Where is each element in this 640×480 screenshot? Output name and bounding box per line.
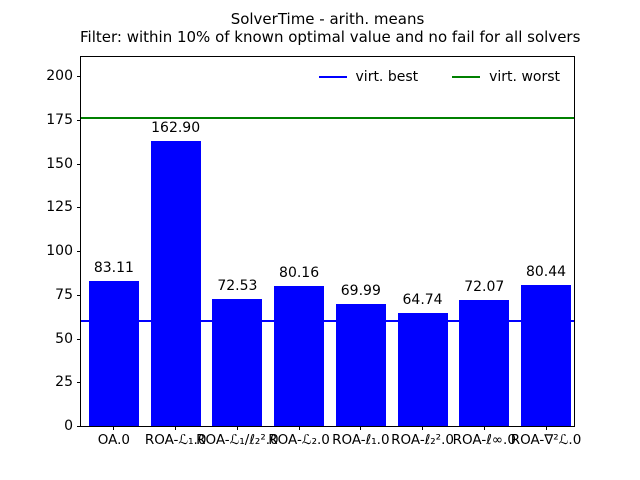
chart-subtitle: Filter: within 10% of known optimal valu…	[80, 27, 581, 46]
y-tick-mark	[77, 119, 81, 121]
legend-entry-virt-best: virt. best	[318, 69, 419, 85]
x-tick-label: OA.0	[97, 432, 131, 448]
y-tick-mark	[77, 426, 81, 427]
legend-entry-virt-worst: virt. worst	[452, 69, 560, 85]
y-tick-label: 175	[46, 111, 73, 128]
x-tick-mark	[175, 426, 177, 430]
bar-value-label: 69.99	[340, 282, 381, 299]
y-tick-label: 50	[55, 330, 73, 347]
chart-title-block: SolverTime - arith. means Filter: within…	[80, 10, 581, 46]
x-tick-mark	[545, 426, 547, 430]
x-tick-mark	[236, 426, 238, 430]
y-tick-label: 200	[46, 68, 73, 85]
legend: virt. best virt. worst	[314, 67, 564, 87]
legend-line-sample-virt-best	[318, 76, 347, 78]
x-tick-label: ROA-ℓ∞.0	[452, 432, 516, 448]
bar	[397, 312, 448, 426]
bar-value-label: 80.16	[279, 264, 320, 281]
x-tick-mark	[298, 426, 300, 430]
y-tick-mark	[77, 76, 81, 78]
bar-value-label: 64.74	[402, 291, 443, 308]
x-tick-mark	[360, 426, 362, 430]
y-tick-label: 25	[55, 374, 73, 391]
x-tick-label: ROA-ℒ₁.0	[144, 432, 207, 448]
x-tick-mark	[483, 426, 485, 430]
bar	[212, 299, 263, 426]
x-tick-label: ROA-ℒ₁/ℓ₂².0	[196, 432, 279, 448]
bar-value-label: 72.53	[217, 278, 258, 295]
bar-value-label: 162.90	[151, 120, 201, 137]
bar	[335, 303, 386, 426]
y-tick-mark	[77, 382, 81, 384]
y-tick-mark	[77, 251, 81, 253]
x-tick-label: ROA-ℒ₂.0	[268, 432, 330, 448]
y-tick-mark	[77, 338, 81, 340]
chart-title: SolverTime - arith. means	[230, 10, 425, 28]
x-tick-mark	[422, 426, 424, 430]
x-tick-mark	[113, 426, 115, 430]
y-tick-label: 75	[55, 286, 73, 303]
y-tick-mark	[77, 294, 81, 296]
hline-virt-best	[81, 320, 574, 323]
bar-value-label: 72.07	[464, 278, 505, 295]
bar-value-label: 83.11	[93, 259, 134, 276]
y-tick-label: 100	[46, 243, 73, 260]
legend-line-sample-virt-worst	[452, 76, 481, 78]
y-tick-mark	[77, 163, 81, 165]
x-tick-label: ROA-∇²ℒ.0	[510, 432, 582, 448]
x-tick-label: ROA-ℓ₂².0	[391, 432, 454, 448]
bar	[521, 285, 571, 426]
bar-value-label: 80.44	[525, 264, 567, 281]
x-tick-label: ROA-ℓ₁.0	[332, 432, 390, 448]
bar	[150, 141, 201, 426]
y-tick-mark	[77, 207, 81, 209]
plot-area: virt. best virt. worst 83.11 OA.0 162.90 RO…	[46, 56, 581, 448]
hline-virt-worst	[81, 116, 574, 119]
legend-label-virt-best: virt. best	[355, 69, 419, 85]
y-tick-label: 125	[46, 199, 73, 216]
y-tick-label: 150	[46, 155, 73, 172]
y-tick-label: 0	[64, 418, 73, 434]
bar	[459, 299, 510, 426]
bar	[88, 280, 139, 426]
legend-label-virt-worst: virt. worst	[489, 69, 560, 85]
bar	[274, 285, 325, 426]
